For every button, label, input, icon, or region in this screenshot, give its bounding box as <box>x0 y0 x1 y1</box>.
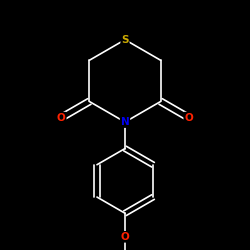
Text: O: O <box>120 232 130 242</box>
Text: S: S <box>121 35 129 45</box>
Text: O: O <box>184 113 193 123</box>
Text: N: N <box>120 117 130 127</box>
Text: O: O <box>57 113 66 123</box>
